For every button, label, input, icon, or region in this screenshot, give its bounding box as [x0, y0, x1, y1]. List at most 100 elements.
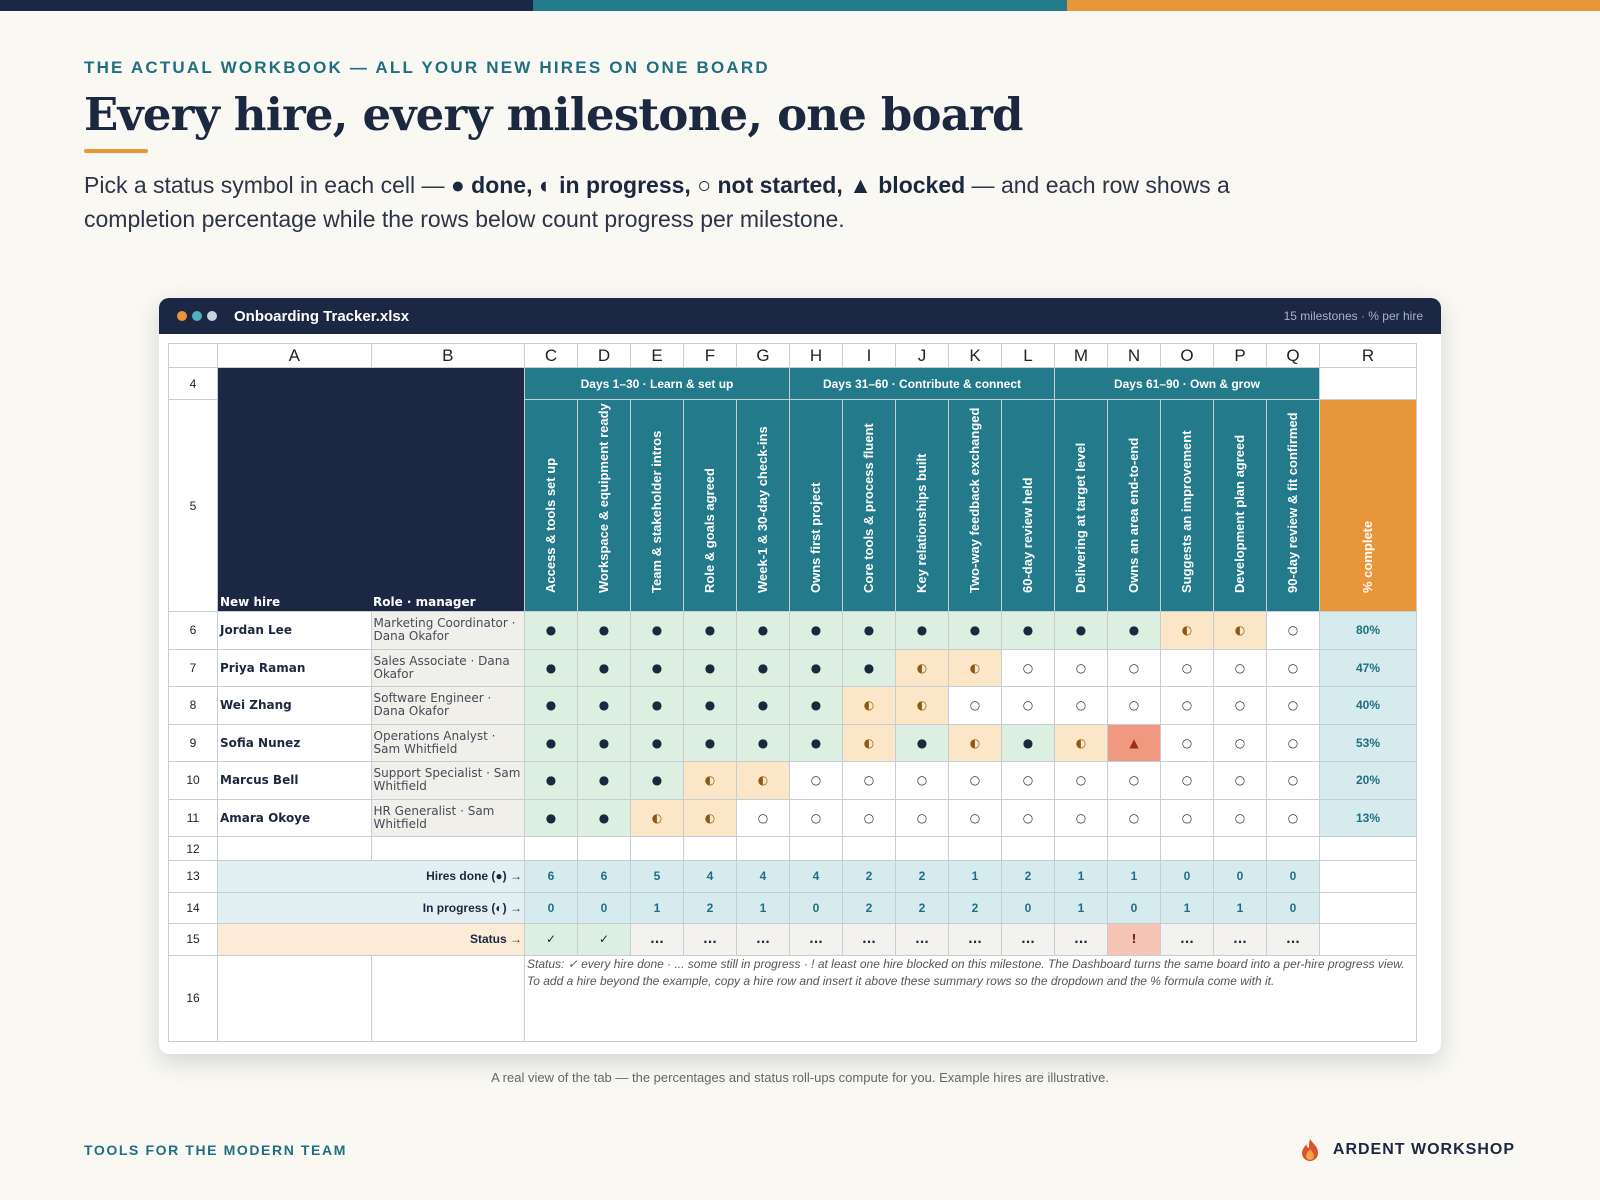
column-header-f[interactable]: F [683, 343, 737, 368]
empty-cell[interactable] [370, 954, 525, 1042]
status-cell[interactable]: ○ [948, 686, 1002, 725]
summary-count-cell[interactable]: 0 [1001, 891, 1055, 924]
summary-count-cell[interactable]: 0 [1213, 860, 1267, 893]
pct-complete-cell[interactable]: 40% [1319, 686, 1417, 725]
status-cell[interactable]: ○ [1266, 798, 1320, 837]
status-cell[interactable]: ● [736, 723, 790, 762]
empty-cell[interactable] [1001, 836, 1055, 861]
empty-cell[interactable] [736, 836, 790, 861]
status-cell[interactable]: ◐ [948, 723, 1002, 762]
empty-cell[interactable] [948, 836, 1002, 861]
empty-cell[interactable] [1319, 891, 1417, 924]
empty-cell[interactable] [683, 836, 737, 861]
status-rollup-cell[interactable]: ... [1001, 923, 1055, 956]
column-header-p[interactable]: P [1213, 343, 1267, 368]
status-rollup-cell[interactable]: ... [1160, 923, 1214, 956]
hire-role-manager[interactable]: Support Specialist · Sam Whitfield [370, 761, 525, 800]
status-cell[interactable]: ● [630, 761, 684, 800]
empty-cell[interactable] [1160, 836, 1214, 861]
empty-cell[interactable] [1319, 367, 1417, 400]
column-header-g[interactable]: G [736, 343, 790, 368]
summary-count-cell[interactable]: 2 [895, 891, 949, 924]
status-rollup-cell[interactable]: ✓ [524, 923, 578, 956]
summary-count-cell[interactable]: 0 [1160, 860, 1214, 893]
column-header-c[interactable]: C [524, 343, 578, 368]
status-cell[interactable]: ○ [1266, 611, 1320, 650]
status-cell[interactable]: ● [524, 723, 578, 762]
summary-count-cell[interactable]: 0 [1266, 891, 1320, 924]
status-cell[interactable]: ◐ [1160, 611, 1214, 650]
status-cell[interactable]: ○ [1107, 686, 1161, 725]
column-header-e[interactable]: E [630, 343, 684, 368]
pct-complete-cell[interactable]: 53% [1319, 723, 1417, 762]
row-number[interactable]: 9 [168, 723, 218, 762]
empty-cell[interactable] [1266, 836, 1320, 861]
status-cell[interactable]: ○ [1266, 723, 1320, 762]
column-header-k[interactable]: K [948, 343, 1002, 368]
row-number[interactable]: 4 [168, 367, 218, 400]
status-cell[interactable]: ○ [789, 761, 843, 800]
status-cell[interactable]: ● [948, 611, 1002, 650]
status-rollup-cell[interactable]: ✓ [577, 923, 631, 956]
summary-count-cell[interactable]: 4 [683, 860, 737, 893]
status-cell[interactable]: ○ [1160, 648, 1214, 687]
status-cell[interactable]: ● [842, 648, 896, 687]
status-cell[interactable]: ○ [1001, 798, 1055, 837]
status-cell[interactable]: ○ [1213, 686, 1267, 725]
status-cell[interactable]: ○ [789, 798, 843, 837]
status-cell[interactable]: ● [577, 723, 631, 762]
column-header-i[interactable]: I [842, 343, 896, 368]
summary-count-cell[interactable]: 2 [842, 860, 896, 893]
status-cell[interactable]: ○ [1054, 648, 1108, 687]
row-number[interactable]: 14 [168, 891, 218, 924]
empty-cell[interactable] [895, 836, 949, 861]
status-cell[interactable]: ● [630, 611, 684, 650]
status-rollup-cell[interactable]: ... [842, 923, 896, 956]
status-cell[interactable]: ● [577, 761, 631, 800]
status-cell[interactable]: ● [736, 686, 790, 725]
status-cell[interactable]: ● [524, 798, 578, 837]
status-rollup-cell[interactable]: ... [1266, 923, 1320, 956]
status-cell[interactable]: ○ [948, 761, 1002, 800]
summary-count-cell[interactable]: 5 [630, 860, 684, 893]
column-header-q[interactable]: Q [1266, 343, 1320, 368]
status-cell[interactable]: ● [842, 611, 896, 650]
empty-cell[interactable] [1054, 836, 1108, 861]
status-rollup-cell[interactable]: ... [1054, 923, 1108, 956]
status-cell[interactable]: ◐ [842, 723, 896, 762]
status-cell[interactable]: ◐ [842, 686, 896, 725]
status-cell[interactable]: ● [524, 648, 578, 687]
status-cell[interactable]: ◐ [683, 798, 737, 837]
status-cell[interactable]: ◐ [948, 648, 1002, 687]
status-cell[interactable]: ● [895, 723, 949, 762]
empty-cell[interactable] [1319, 860, 1417, 893]
status-cell[interactable]: ○ [895, 798, 949, 837]
status-cell[interactable]: ● [577, 648, 631, 687]
row-number[interactable]: 7 [168, 648, 218, 687]
window-dot-teal[interactable] [192, 311, 202, 321]
column-header-j[interactable]: J [895, 343, 949, 368]
status-cell[interactable]: ◐ [683, 761, 737, 800]
status-cell[interactable]: ● [683, 686, 737, 725]
summary-count-cell[interactable]: 2 [683, 891, 737, 924]
hire-role-manager[interactable]: Sales Associate · Dana Okafor [370, 648, 525, 687]
status-cell[interactable]: ● [630, 648, 684, 687]
status-rollup-cell[interactable]: ! [1107, 923, 1161, 956]
status-cell[interactable]: ○ [1107, 648, 1161, 687]
pct-complete-cell[interactable]: 13% [1319, 798, 1417, 837]
summary-count-cell[interactable]: 1 [1107, 860, 1161, 893]
status-cell[interactable]: ● [1001, 611, 1055, 650]
status-cell[interactable]: ○ [1107, 798, 1161, 837]
summary-count-cell[interactable]: 0 [1107, 891, 1161, 924]
empty-cell[interactable] [1107, 836, 1161, 861]
column-header-n[interactable]: N [1107, 343, 1161, 368]
summary-count-cell[interactable]: 2 [842, 891, 896, 924]
status-cell[interactable]: ● [577, 611, 631, 650]
row-number[interactable]: 13 [168, 860, 218, 893]
status-cell[interactable]: ○ [1160, 761, 1214, 800]
row-number[interactable]: 11 [168, 798, 218, 837]
row-number[interactable]: 8 [168, 686, 218, 725]
hire-name[interactable]: Amara Okoye [217, 798, 372, 837]
status-cell[interactable]: ● [524, 761, 578, 800]
status-cell[interactable]: ○ [1160, 798, 1214, 837]
